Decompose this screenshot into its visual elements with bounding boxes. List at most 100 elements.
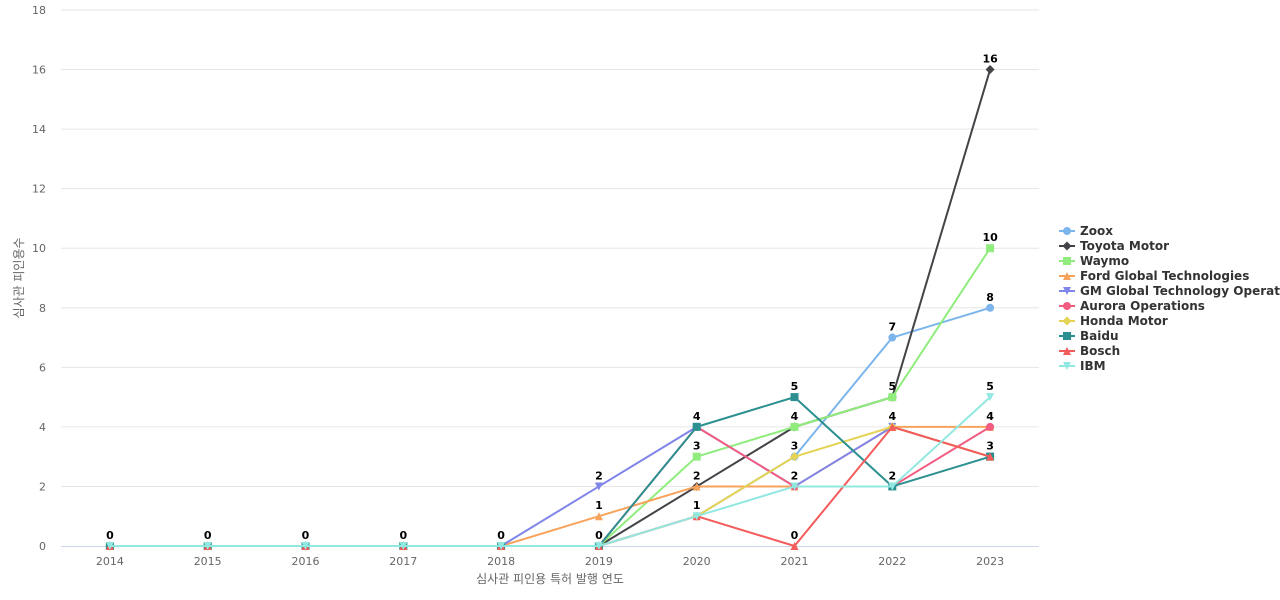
x-tick-label: 2023 [976,555,1004,568]
series-2 [105,244,995,550]
data-point [594,482,603,491]
y-tick-label: 10 [32,242,46,255]
y-axis-ticks: 0 2 4 6 8 10 12 14 16 18 [32,4,46,553]
legend-label: Toyota Motor [1080,239,1169,253]
legend-item[interactable]: GM Global Technology Operat... [1059,284,1280,298]
legend-label: Bosch [1080,344,1120,358]
legend-label: Aurora Operations [1080,299,1205,313]
legend-marker [1062,316,1072,326]
x-tick-label: 2018 [487,555,515,568]
data-point [790,542,799,550]
x-axis-ticks: 2014 2015 2016 2017 2018 2019 2020 2021 2022 2023 [96,555,1004,568]
series-line [109,396,991,547]
y-tick-label: 6 [39,361,46,374]
legend-label: Waymo [1080,254,1129,268]
legend-item[interactable]: Honda Motor [1059,314,1168,328]
data-label: 5 [888,380,896,393]
y-tick-label: 18 [32,4,46,17]
data-point [986,244,995,253]
legend-item[interactable]: Bosch [1059,344,1120,358]
data-point [888,393,897,402]
x-tick-label: 2015 [194,555,222,568]
data-label: 0 [595,529,603,542]
data-point [692,452,701,461]
data-point [790,422,799,431]
data-point [692,512,701,521]
data-label: 10 [982,231,998,244]
data-point [790,452,799,462]
legend-label: Baidu [1080,329,1119,343]
x-tick-label: 2021 [781,555,809,568]
data-point [888,482,897,491]
data-label: 2 [693,469,701,482]
data-point [888,422,897,431]
data-point [790,482,799,491]
x-tick-label: 2022 [878,555,906,568]
series-lines [105,65,995,551]
y-tick-label: 14 [32,123,46,136]
x-tick-label: 2020 [683,555,711,568]
data-label: 0 [497,529,505,542]
legend-label: Zoox [1080,224,1113,238]
data-label: 0 [204,529,212,542]
series-9 [105,393,995,550]
data-label: 3 [791,440,799,453]
data-label: 7 [888,321,896,334]
legend-item[interactable]: IBM [1059,359,1106,373]
data-label: 5 [986,380,994,393]
legend-item[interactable]: Waymo [1059,254,1129,268]
data-label: 3 [986,440,994,453]
data-point [986,303,995,312]
data-point [105,542,114,550]
series-line [109,396,991,547]
data-point [985,65,995,75]
data-point [301,542,310,550]
data-label: 8 [986,291,994,304]
data-label: 4 [693,410,701,423]
x-tick-label: 2014 [96,555,124,568]
series-7 [105,393,995,550]
data-point [594,512,603,521]
data-point [986,422,995,431]
x-tick-label: 2019 [585,555,613,568]
data-label: 4 [986,410,994,423]
data-point [692,482,701,491]
legend-item[interactable]: Aurora Operations [1059,299,1205,313]
data-label: 5 [791,380,799,393]
legend-marker [1063,332,1071,340]
data-label: 1 [595,499,603,512]
gridlines [61,9,1039,487]
legend-marker [1063,227,1071,235]
legend-label: Ford Global Technologies [1080,269,1249,283]
legend-item[interactable]: Baidu [1059,329,1119,343]
legend-marker [1063,362,1071,370]
data-label: 1 [693,499,701,512]
data-point [594,542,603,550]
legend-item[interactable]: Toyota Motor [1059,239,1169,253]
data-point [986,452,995,461]
data-label: 0 [106,529,114,542]
legend-label: Honda Motor [1080,314,1168,328]
legend-marker [1062,241,1072,251]
y-tick-label: 4 [39,421,46,434]
data-label: 3 [693,440,701,453]
data-label: 2 [595,469,603,482]
legend-label: GM Global Technology Operat... [1080,284,1280,298]
data-label: 0 [399,529,407,542]
legend-item[interactable]: Zoox [1059,224,1113,238]
data-labels: 0 0 0 0 0 0 1 2 1 2 3 4 0 2 3 4 5 2 4 5 7 3 4 5 8 10 16 [106,53,998,542]
y-tick-label: 2 [39,480,46,493]
data-label: 4 [791,410,799,423]
legend-marker [1063,272,1071,280]
y-tick-label: 16 [32,64,46,77]
x-tick-label: 2016 [292,555,320,568]
data-label: 0 [302,529,310,542]
series-line [109,247,991,547]
data-point [203,542,212,550]
data-label: 0 [791,529,799,542]
legend-item[interactable]: Ford Global Technologies [1059,269,1249,283]
y-tick-label: 8 [39,302,46,315]
legend-marker [1063,257,1071,265]
